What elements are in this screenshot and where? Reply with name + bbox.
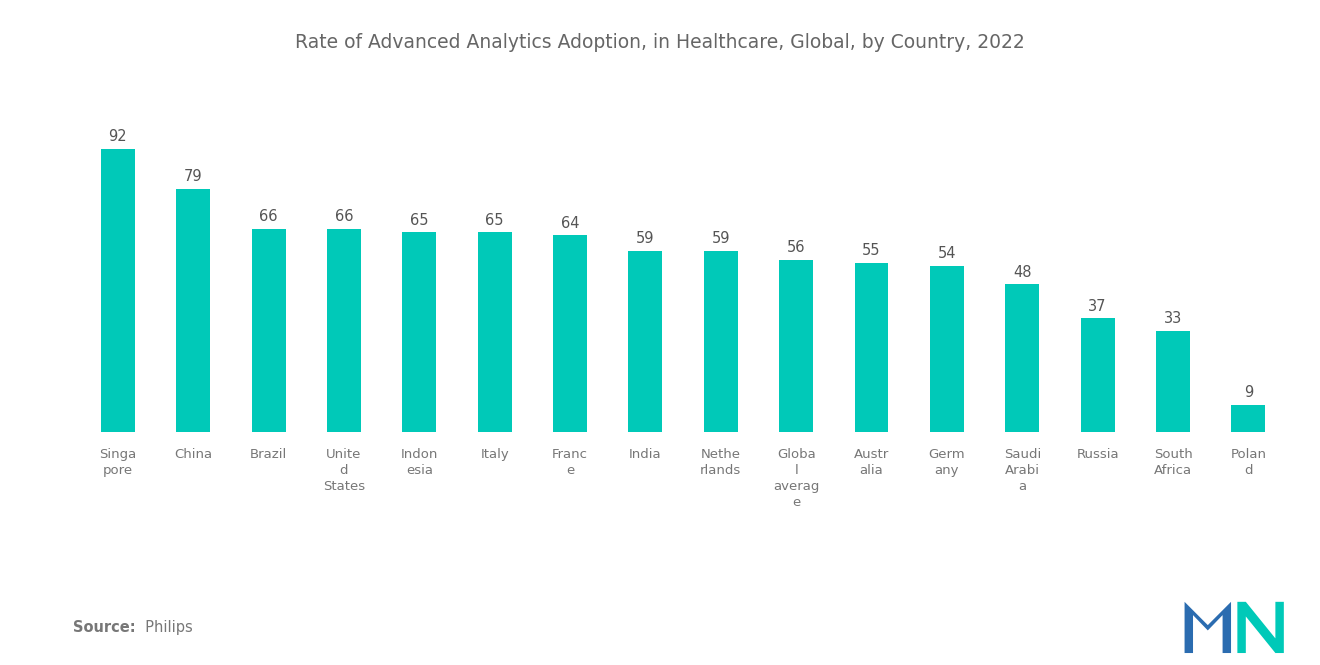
Bar (1232, 404, 1266, 432)
Bar (779, 260, 813, 432)
Text: 37: 37 (1089, 299, 1107, 314)
Bar (403, 232, 437, 432)
Text: 9: 9 (1243, 385, 1253, 400)
Bar (478, 232, 512, 432)
Text: 56: 56 (787, 240, 805, 255)
Text: 54: 54 (937, 246, 956, 261)
Bar (628, 251, 663, 432)
Bar (252, 229, 285, 432)
Bar (854, 263, 888, 432)
Bar (1081, 319, 1114, 432)
Bar (1156, 331, 1189, 432)
Text: 65: 65 (486, 213, 504, 227)
Text: 79: 79 (183, 170, 202, 184)
Text: Philips: Philips (136, 620, 193, 635)
Polygon shape (1184, 602, 1232, 653)
Bar (1006, 285, 1039, 432)
Text: 65: 65 (411, 213, 429, 227)
Bar (929, 266, 964, 432)
Text: 59: 59 (636, 231, 655, 246)
Bar (704, 251, 738, 432)
Text: 55: 55 (862, 243, 880, 258)
Bar (553, 235, 587, 432)
Text: 48: 48 (1012, 265, 1031, 280)
Bar (100, 149, 135, 432)
Bar (327, 229, 360, 432)
Text: 64: 64 (561, 215, 579, 231)
Text: 33: 33 (1164, 311, 1183, 326)
Text: 66: 66 (335, 209, 354, 224)
Text: Rate of Advanced Analytics Adoption, in Healthcare, Global, by Country, 2022: Rate of Advanced Analytics Adoption, in … (296, 33, 1024, 53)
Bar (177, 189, 210, 432)
Text: 66: 66 (259, 209, 277, 224)
Text: Source:: Source: (73, 620, 135, 635)
Text: 59: 59 (711, 231, 730, 246)
Polygon shape (1237, 602, 1284, 653)
Text: 92: 92 (108, 130, 127, 144)
